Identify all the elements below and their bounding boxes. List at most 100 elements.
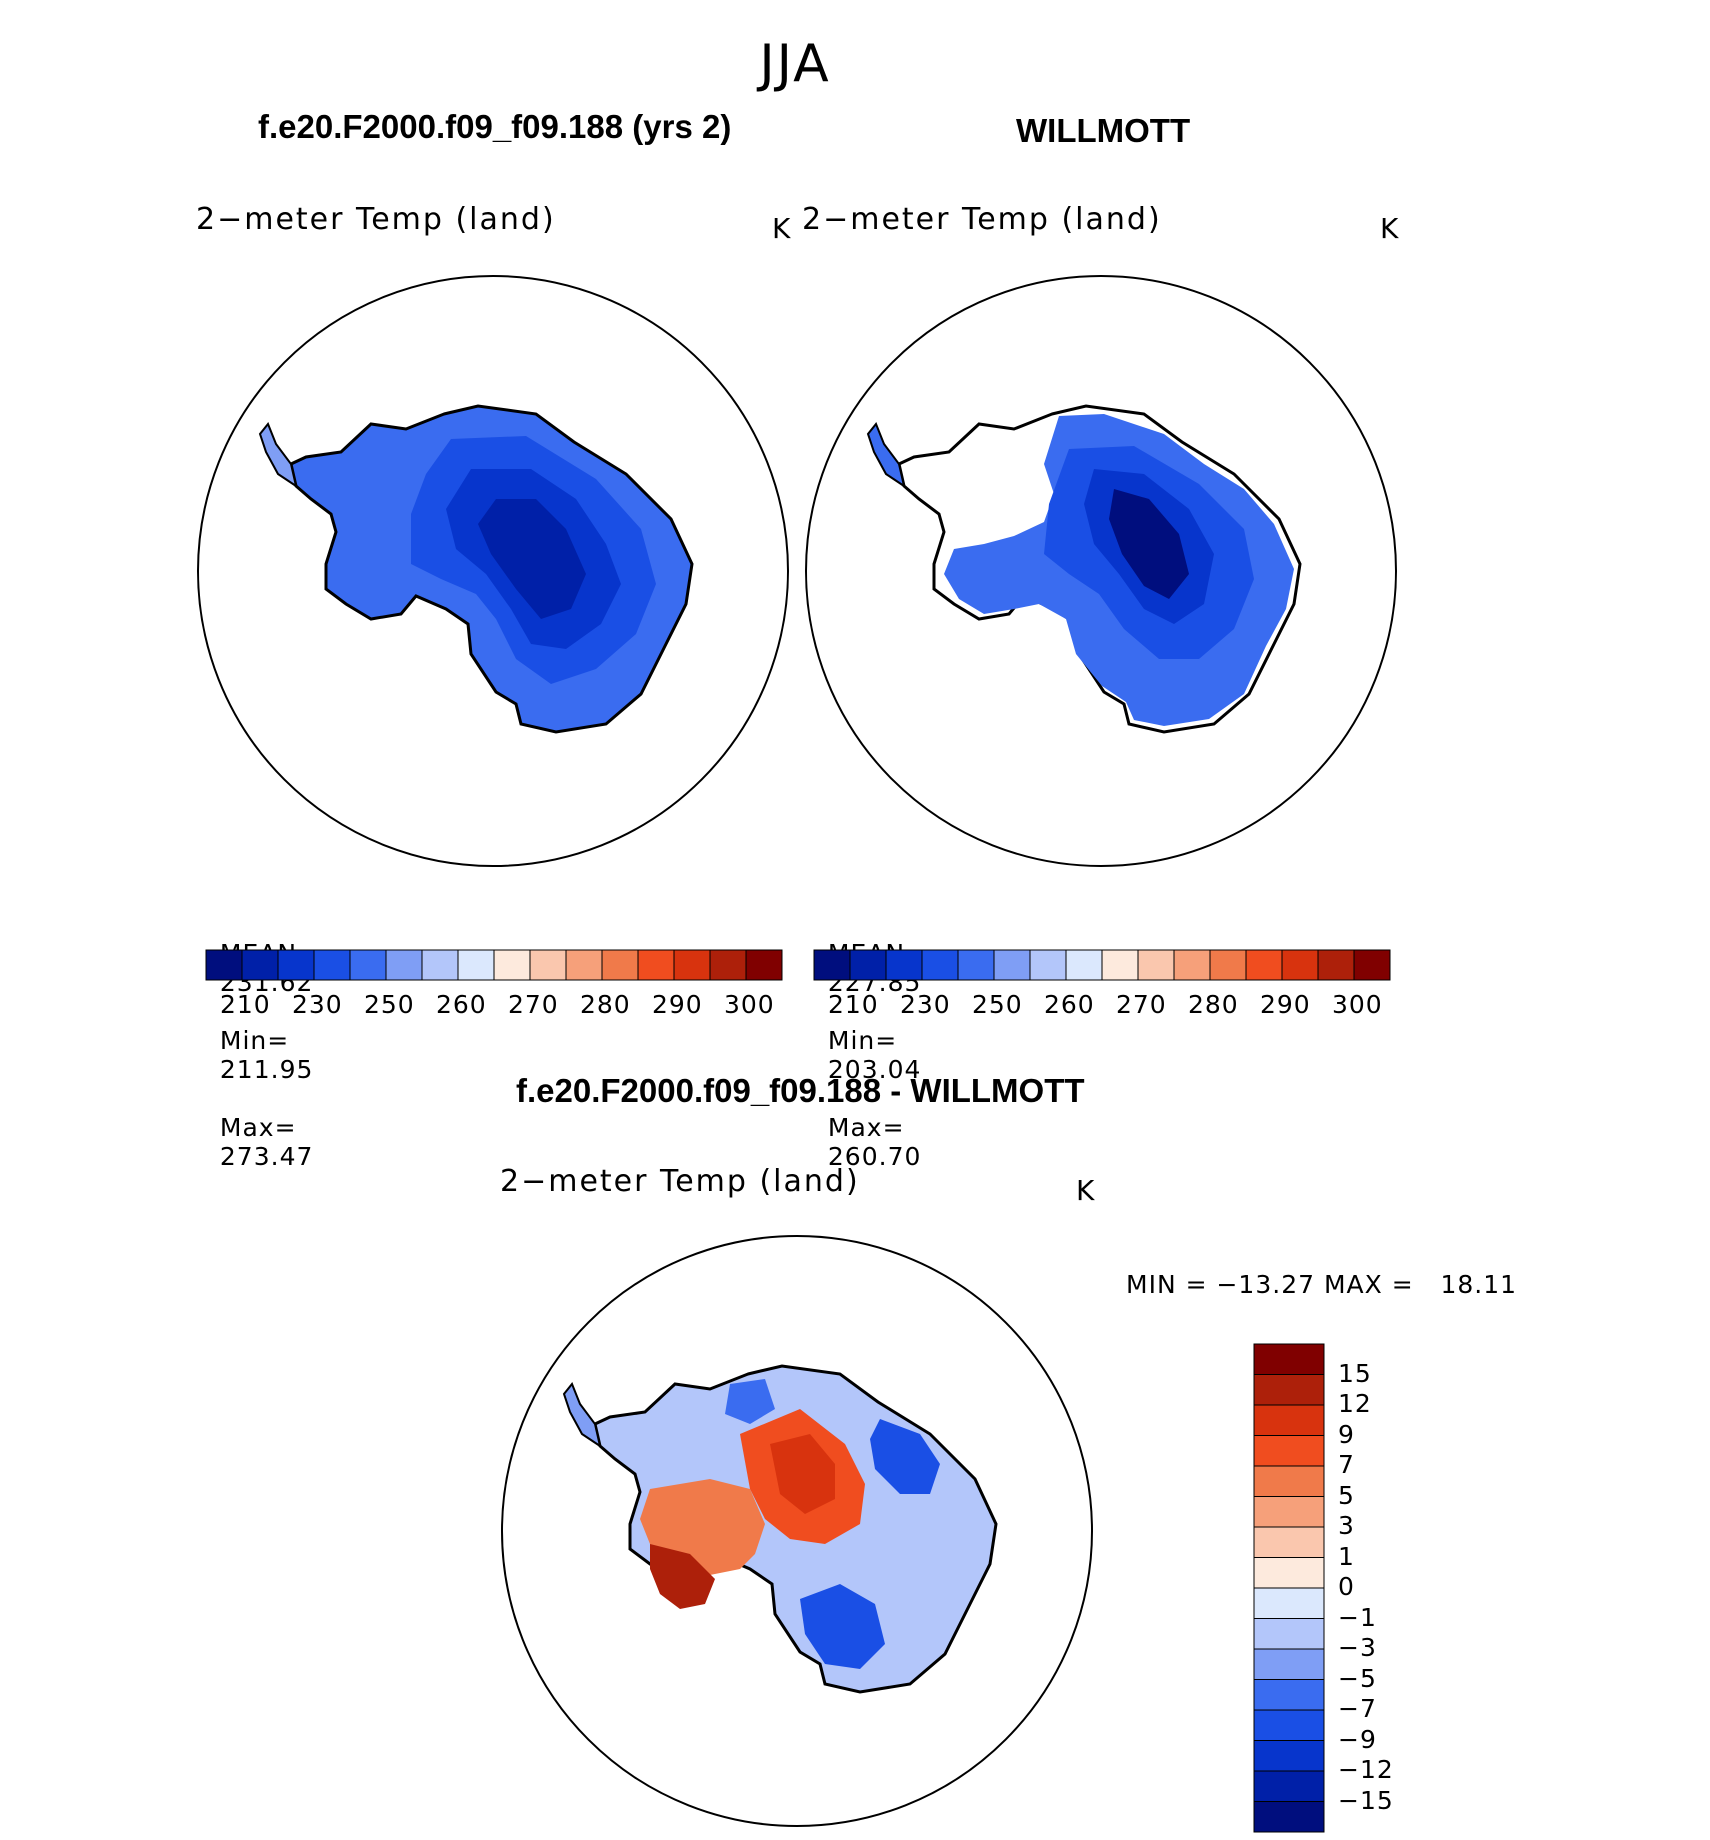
- panel1-colorbar-swatch: [673, 949, 711, 981]
- panel1-colorbar-swatch: [241, 949, 279, 981]
- diff-colorbar-swatch: [1253, 1679, 1325, 1711]
- diff-colorbar-swatch: [1253, 1709, 1325, 1741]
- diff-colorbar-swatch: [1253, 1343, 1325, 1375]
- panel1-colorbar-tick-label: 300: [724, 990, 775, 1019]
- panel2-colorbar-swatch: [1101, 949, 1139, 981]
- panel1-colorbar-swatch: [457, 949, 495, 981]
- diff-colorbar-tick-label: 3: [1338, 1511, 1355, 1540]
- panel3-map: [501, 1235, 1093, 1827]
- panel3-peninsula: [562, 1382, 602, 1449]
- panel1-max-value: 273.47: [219, 1142, 314, 1171]
- panel2-colorbar-tick-label: 210: [828, 990, 879, 1019]
- panel1-colorbar-swatch: [349, 949, 387, 981]
- panel2-colorbar-swatch: [1209, 949, 1247, 981]
- panel1-variable-label: 2−meter Temp (land): [196, 202, 556, 237]
- panel1-colorbar-tick-label: 230: [292, 990, 343, 1019]
- diff-colorbar-swatch: [1253, 1618, 1325, 1650]
- panel2-colorbar-swatch: [1173, 949, 1211, 981]
- panel2-colorbar-tick-label: 300: [1332, 990, 1383, 1019]
- panel1-colorbar: [205, 949, 783, 981]
- panel1-colorbar-tick-label: 210: [220, 990, 271, 1019]
- diff-colorbar-tick-label: −9: [1338, 1724, 1377, 1754]
- panel2-min-value: 203.04: [827, 1055, 922, 1084]
- panel2-colorbar-swatch: [849, 949, 887, 981]
- diff-colorbar-tick-label: 0: [1338, 1572, 1355, 1601]
- diff-colorbar-tick-label: 9: [1338, 1419, 1355, 1449]
- diff-colorbar-tick-label: −3: [1338, 1633, 1377, 1662]
- panel2-colorbar-swatch: [957, 949, 995, 981]
- diff-colorbar-swatch: [1253, 1526, 1325, 1558]
- diff-colorbar-tick-label: 15: [1338, 1358, 1372, 1388]
- panel1-colorbar-swatch: [385, 949, 423, 981]
- panel2-interior-core: [1109, 489, 1189, 599]
- panel1-colorbar-swatch: [493, 949, 531, 981]
- panel2-colorbar-tick-label: 230: [900, 990, 951, 1019]
- panel3-cold-northwest: [725, 1379, 775, 1424]
- panel2-colorbar-swatch: [1137, 949, 1175, 981]
- diff-colorbar-tick-label: −7: [1338, 1694, 1377, 1723]
- panel3-minmax: MIN = −13.27 MAX = 18.11: [1126, 1270, 1518, 1299]
- panel1-case-title: f.e20.F2000.f09_f09.188 (yrs 2): [258, 108, 732, 145]
- panel1-colorbar-swatch: [745, 949, 783, 981]
- diff-colorbar-swatch: [1253, 1740, 1325, 1772]
- panel2-colorbar-swatch: [1317, 949, 1355, 981]
- diff-colorbar-swatch: [1253, 1374, 1325, 1406]
- diff-colorbar-tick-label: 5: [1338, 1480, 1355, 1510]
- panel1-unit-label: K: [772, 212, 791, 245]
- panel2-colorbar-swatch: [993, 949, 1031, 981]
- diff-colorbar-swatch: [1253, 1435, 1325, 1467]
- panel1-interior-core: [478, 499, 586, 619]
- panel1-colorbar-swatch: [529, 949, 567, 981]
- panel1-max-label: Max=: [219, 1113, 297, 1142]
- panel2-map: [805, 275, 1397, 867]
- panel2-colorbar-tick-label: 270: [1116, 990, 1167, 1019]
- diff-colorbar-ticks: 15 12 9 7 5 3 1 0 −1 −3 −5 −7 −9 −12 −15: [1338, 1344, 1438, 1832]
- diff-colorbar-swatch: [1253, 1801, 1325, 1833]
- diff-colorbar-tick-label: −15: [1338, 1785, 1394, 1815]
- panel1-colorbar-tick-label: 250: [364, 990, 415, 1019]
- panel1-colorbar-tick-label: 260: [436, 990, 487, 1019]
- panel2-unit-label: K: [1380, 212, 1399, 245]
- panel2-colorbar-swatch: [1065, 949, 1103, 981]
- panel2-stats: MEAN= 227.85 Min= 203.04 Max= 260.70: [810, 910, 927, 1171]
- panel1-colorbar-swatch: [565, 949, 603, 981]
- figure-title: JJA: [759, 34, 831, 94]
- diff-colorbar-tick-label: −5: [1338, 1663, 1377, 1693]
- panel2-max-label: Max=: [827, 1113, 905, 1142]
- panel1-map: [197, 275, 789, 867]
- panel2-colorbar-tick-label: 290: [1260, 990, 1311, 1019]
- panel3-cold-south: [800, 1584, 885, 1669]
- panel3-case-title: f.e20.F2000.f09_f09.188 - WILLMOTT: [516, 1072, 1085, 1109]
- panel3-variable-label: 2−meter Temp (land): [500, 1164, 860, 1199]
- panel2-min-label: Min=: [827, 1026, 898, 1055]
- diff-colorbar-swatch: [1253, 1587, 1325, 1619]
- diff-colorbar-swatch: [1253, 1404, 1325, 1436]
- panel3-warm-core: [770, 1434, 835, 1514]
- diff-colorbar-swatch: [1253, 1496, 1325, 1528]
- diff-colorbar-tick-label: 1: [1338, 1541, 1355, 1571]
- panel1-colorbar-ticks: 210 230 250 260 270 280 290 300: [206, 990, 782, 1020]
- panel2-colorbar-tick-label: 260: [1044, 990, 1095, 1019]
- panel1-colorbar-swatch: [313, 949, 351, 981]
- panel1-colorbar-swatch: [421, 949, 459, 981]
- panel1-colorbar-swatch: [637, 949, 675, 981]
- panel1-colorbar-tick-label: 290: [652, 990, 703, 1019]
- diff-colorbar-tick-label: −1: [1338, 1602, 1377, 1632]
- panel2-colorbar-swatch: [1353, 949, 1391, 981]
- panel1-min-value: 211.95: [219, 1055, 314, 1084]
- panel3-cold-east: [870, 1419, 940, 1494]
- panel1-colorbar-tick-label: 270: [508, 990, 559, 1019]
- panel2-colorbar-tick-label: 250: [972, 990, 1023, 1019]
- panel1-colorbar-swatch: [277, 949, 315, 981]
- panel2-peninsula: [866, 422, 906, 489]
- panel2-colorbar-swatch: [1245, 949, 1283, 981]
- panel2-colorbar-swatch: [813, 949, 851, 981]
- panel2-colorbar-swatch: [885, 949, 923, 981]
- panel3-unit-label: K: [1076, 1174, 1095, 1207]
- diff-colorbar-swatch: [1253, 1465, 1325, 1497]
- panel2-colorbar: [813, 949, 1391, 981]
- diff-colorbar-tick-label: −12: [1338, 1755, 1394, 1784]
- panel1-colorbar-swatch: [709, 949, 747, 981]
- panel1-peninsula: [258, 422, 298, 489]
- diff-colorbar-swatch: [1253, 1770, 1325, 1802]
